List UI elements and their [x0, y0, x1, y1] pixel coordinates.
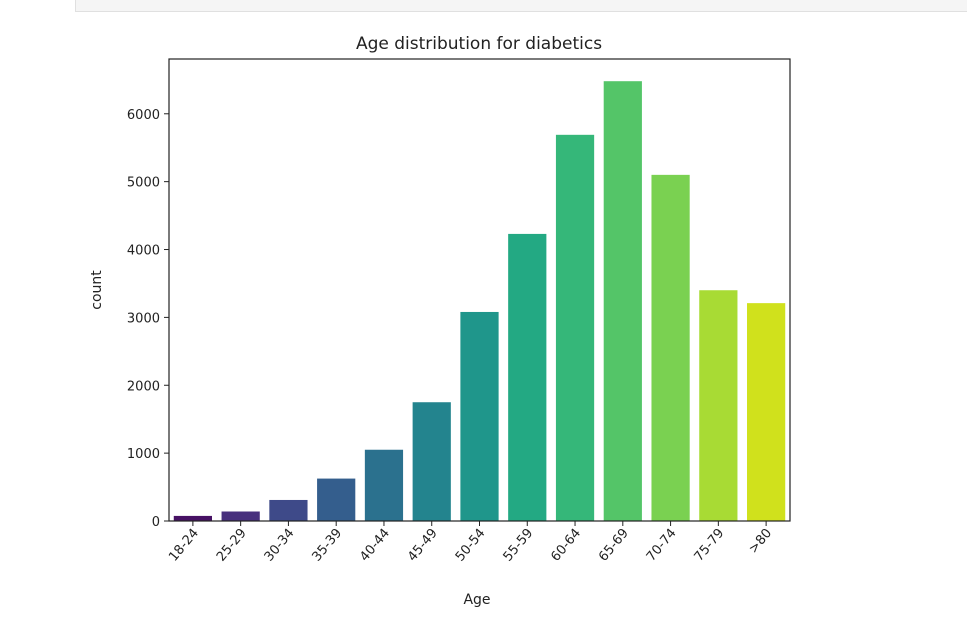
bar-4044 — [364, 449, 404, 521]
y-tick-label: 6000 — [127, 108, 160, 123]
x-tick-label: 25-29 — [214, 526, 250, 565]
x-tick-label: 50-54 — [453, 526, 489, 565]
notebook-cell-top-strip — [75, 0, 967, 12]
y-tick-label: 0 — [152, 515, 160, 530]
bar-5559 — [508, 233, 547, 521]
x-axis-label: Age — [463, 592, 490, 608]
x-tick-label: 45-49 — [405, 526, 441, 565]
bar-80 — [747, 303, 786, 521]
bar-6569 — [603, 81, 642, 521]
y-tick-label: 2000 — [127, 379, 160, 394]
x-tick-label: >80 — [746, 526, 775, 557]
x-tick-label: 75-79 — [692, 526, 728, 565]
bar-3539 — [317, 478, 356, 521]
y-tick-label: 3000 — [127, 311, 160, 326]
bar-5054 — [460, 311, 499, 521]
bar-2529 — [221, 511, 260, 521]
x-axis: 18-24 25-29 30-34 35-39 40-44 45-49 50-54 55-59… — [166, 521, 775, 565]
bars-group — [173, 81, 786, 522]
y-axis-label: count — [89, 270, 105, 310]
bar-7579 — [699, 290, 738, 521]
plot-frame — [168, 58, 791, 522]
x-tick-label: 65-69 — [596, 526, 632, 565]
x-tick-label: 35-39 — [309, 526, 345, 565]
x-tick-label: 30-34 — [262, 526, 298, 565]
bar-7074 — [651, 174, 690, 522]
chart-title: Age distribution for diabetics — [356, 34, 602, 54]
bar-6064 — [555, 134, 595, 521]
x-tick-label: 55-59 — [501, 526, 537, 565]
x-tick-label: 70-74 — [644, 526, 680, 565]
y-tick-label: 5000 — [127, 176, 160, 191]
x-tick-label: 40-44 — [357, 526, 393, 565]
y-tick-label: 4000 — [127, 244, 160, 259]
bar-1824 — [173, 515, 212, 521]
y-tick-label: 1000 — [127, 447, 160, 462]
x-tick-label: 18-24 — [166, 526, 202, 565]
bar-4549 — [412, 402, 451, 521]
y-axis: 0 1000 2000 3000 4000 5000 6000 — [127, 108, 169, 530]
x-tick-label: 60-64 — [548, 526, 584, 565]
bar-3034 — [269, 499, 308, 521]
